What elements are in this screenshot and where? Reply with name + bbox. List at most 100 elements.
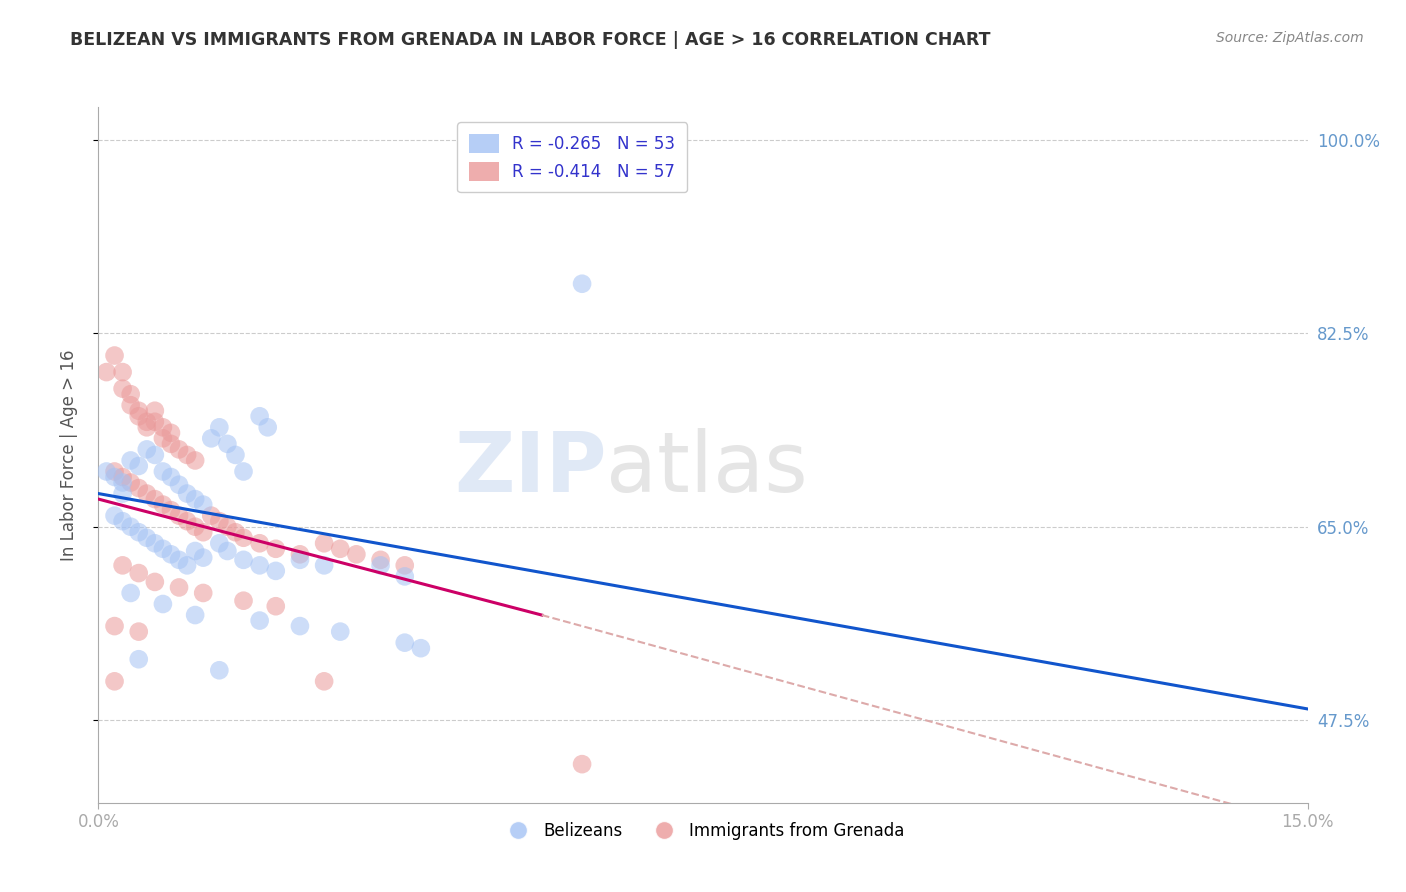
Immigrants from Grenada	[135, 486, 157, 500]
Immigrants from Grenada	[193, 525, 215, 540]
Immigrants from Grenada	[288, 547, 311, 561]
Belizeans	[135, 531, 157, 545]
Immigrants from Grenada	[143, 574, 166, 589]
Belizeans	[370, 558, 392, 573]
Belizeans	[249, 614, 271, 628]
Immigrants from Grenada	[571, 757, 593, 772]
Belizeans	[1054, 818, 1077, 832]
Text: atlas: atlas	[606, 428, 808, 509]
Immigrants from Grenada	[200, 508, 222, 523]
Immigrants from Grenada	[143, 403, 166, 417]
Immigrants from Grenada	[103, 465, 125, 479]
Belizeans	[111, 486, 134, 500]
Immigrants from Grenada	[128, 409, 150, 424]
Immigrants from Grenada	[184, 453, 207, 467]
Belizeans	[249, 558, 271, 573]
Immigrants from Grenada	[143, 415, 166, 429]
Immigrants from Grenada	[167, 508, 190, 523]
Belizeans	[96, 465, 118, 479]
Belizeans	[394, 569, 416, 583]
Belizeans	[329, 624, 352, 639]
Belizeans	[256, 420, 278, 434]
Y-axis label: In Labor Force | Age > 16: In Labor Force | Age > 16	[59, 349, 77, 561]
Belizeans	[184, 608, 207, 623]
Immigrants from Grenada	[120, 387, 142, 401]
Text: ZIP: ZIP	[454, 428, 606, 509]
Belizeans	[176, 558, 198, 573]
Immigrants from Grenada	[344, 547, 367, 561]
Belizeans	[314, 558, 336, 573]
Belizeans	[288, 619, 311, 633]
Immigrants from Grenada	[314, 674, 336, 689]
Immigrants from Grenada	[152, 420, 174, 434]
Legend: Belizeans, Immigrants from Grenada: Belizeans, Immigrants from Grenada	[495, 815, 911, 847]
Belizeans	[152, 541, 174, 556]
Immigrants from Grenada	[128, 624, 150, 639]
Belizeans	[128, 525, 150, 540]
Immigrants from Grenada	[143, 492, 166, 507]
Immigrants from Grenada	[103, 349, 125, 363]
Immigrants from Grenada	[232, 593, 254, 607]
Belizeans	[135, 442, 157, 457]
Immigrants from Grenada	[264, 541, 287, 556]
Immigrants from Grenada	[128, 481, 150, 495]
Immigrants from Grenada	[135, 415, 157, 429]
Belizeans	[232, 553, 254, 567]
Immigrants from Grenada	[160, 503, 183, 517]
Belizeans	[394, 635, 416, 649]
Immigrants from Grenada	[224, 525, 246, 540]
Immigrants from Grenada	[128, 566, 150, 580]
Belizeans	[167, 477, 190, 491]
Immigrants from Grenada	[135, 420, 157, 434]
Immigrants from Grenada	[111, 470, 134, 484]
Text: BELIZEAN VS IMMIGRANTS FROM GRENADA IN LABOR FORCE | AGE > 16 CORRELATION CHART: BELIZEAN VS IMMIGRANTS FROM GRENADA IN L…	[70, 31, 991, 49]
Belizeans	[200, 431, 222, 445]
Immigrants from Grenada	[217, 519, 239, 533]
Belizeans	[249, 409, 271, 424]
Belizeans	[152, 597, 174, 611]
Immigrants from Grenada	[111, 365, 134, 379]
Immigrants from Grenada	[370, 553, 392, 567]
Belizeans	[193, 550, 215, 565]
Belizeans	[160, 547, 183, 561]
Text: Source: ZipAtlas.com: Source: ZipAtlas.com	[1216, 31, 1364, 45]
Belizeans	[160, 470, 183, 484]
Immigrants from Grenada	[314, 536, 336, 550]
Belizeans	[208, 536, 231, 550]
Belizeans	[120, 586, 142, 600]
Immigrants from Grenada	[120, 475, 142, 490]
Immigrants from Grenada	[111, 382, 134, 396]
Immigrants from Grenada	[264, 599, 287, 614]
Belizeans	[103, 508, 125, 523]
Belizeans	[128, 458, 150, 473]
Belizeans	[217, 437, 239, 451]
Immigrants from Grenada	[176, 448, 198, 462]
Immigrants from Grenada	[167, 442, 190, 457]
Belizeans	[176, 486, 198, 500]
Immigrants from Grenada	[96, 365, 118, 379]
Immigrants from Grenada	[167, 581, 190, 595]
Belizeans	[288, 553, 311, 567]
Belizeans	[409, 641, 432, 656]
Belizeans	[143, 536, 166, 550]
Immigrants from Grenada	[329, 541, 352, 556]
Belizeans	[120, 519, 142, 533]
Belizeans	[264, 564, 287, 578]
Belizeans	[128, 652, 150, 666]
Belizeans	[111, 475, 134, 490]
Belizeans	[120, 453, 142, 467]
Immigrants from Grenada	[103, 674, 125, 689]
Belizeans	[184, 492, 207, 507]
Belizeans	[103, 470, 125, 484]
Belizeans	[224, 448, 246, 462]
Immigrants from Grenada	[232, 531, 254, 545]
Immigrants from Grenada	[160, 437, 183, 451]
Immigrants from Grenada	[111, 558, 134, 573]
Belizeans	[232, 465, 254, 479]
Immigrants from Grenada	[120, 398, 142, 412]
Immigrants from Grenada	[128, 403, 150, 417]
Belizeans	[193, 498, 215, 512]
Immigrants from Grenada	[152, 431, 174, 445]
Belizeans	[111, 514, 134, 528]
Immigrants from Grenada	[208, 514, 231, 528]
